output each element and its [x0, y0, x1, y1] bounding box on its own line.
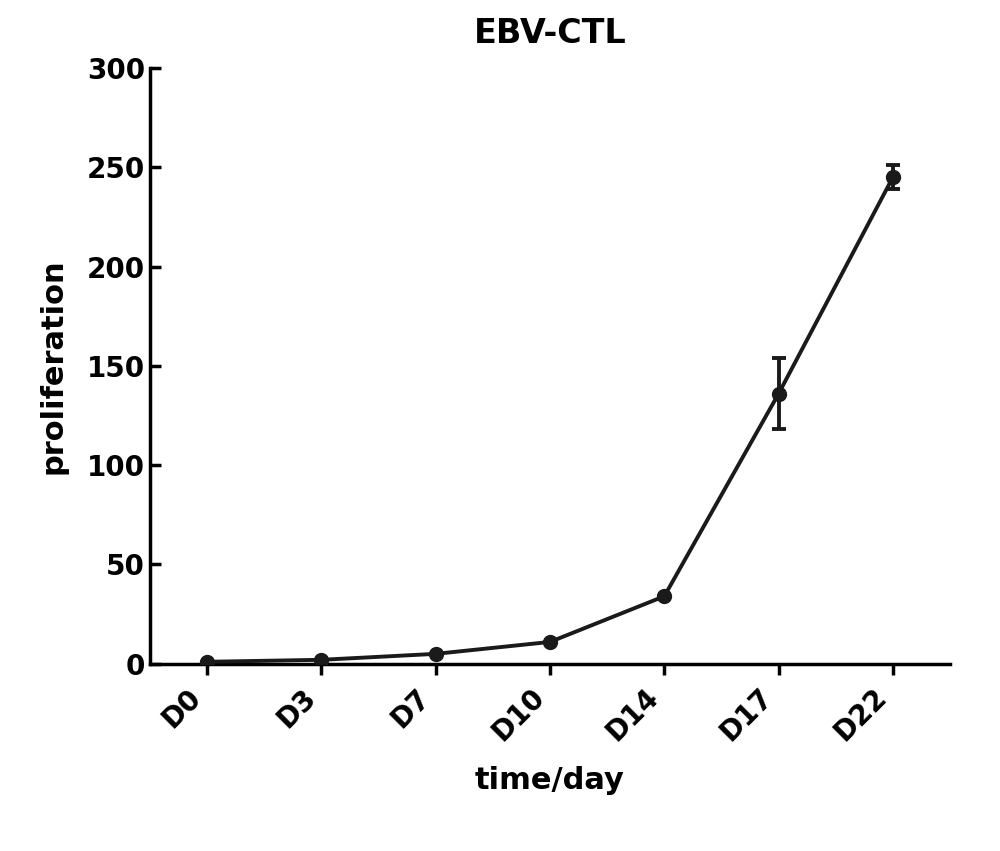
X-axis label: time/day: time/day	[475, 766, 625, 795]
Y-axis label: proliferation: proliferation	[38, 258, 67, 474]
Title: EBV-CTL: EBV-CTL	[474, 17, 626, 50]
